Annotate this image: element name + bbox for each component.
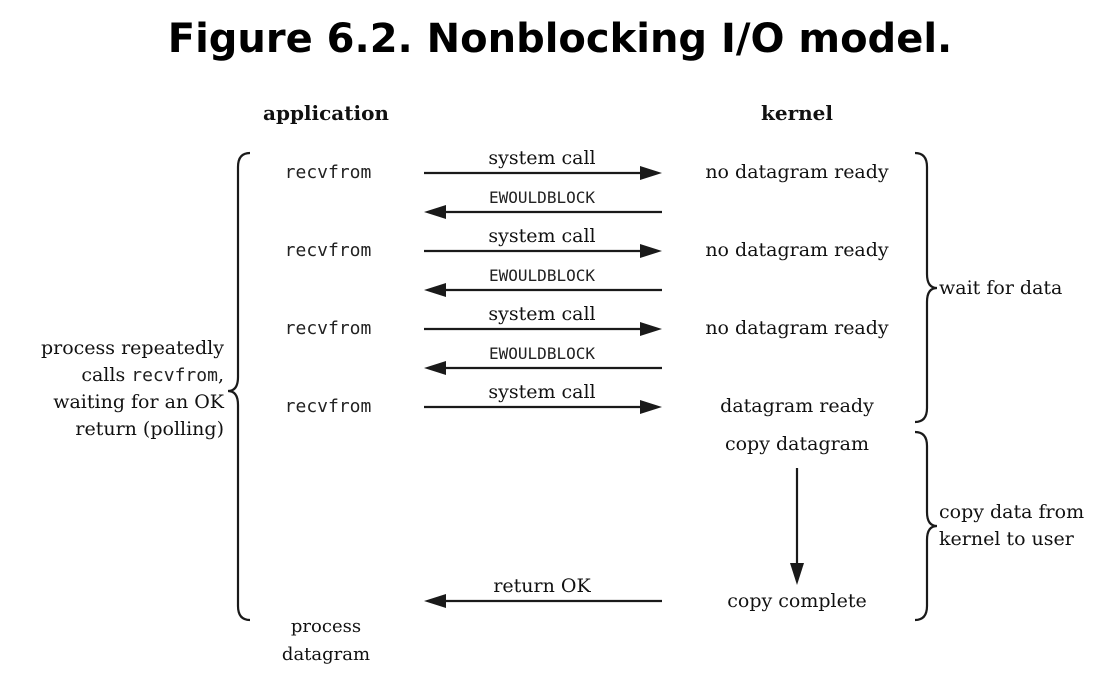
system-call-label-2: system call [488, 225, 595, 247]
recvfrom-call-4: recvfrom [285, 396, 372, 417]
system-call-label-3: system call [488, 303, 595, 325]
recvfrom-call-3: recvfrom [285, 318, 372, 339]
system-call-label-1: system call [488, 147, 595, 169]
figure-title: Figure 6.2. Nonblocking I/O model. [168, 16, 952, 62]
system-call-arrowhead-3 [640, 322, 662, 336]
ewouldblock-label-1: EWOULDBLOCK [489, 188, 595, 207]
kernel-status-2: no datagram ready [705, 239, 889, 261]
kernel-status-3: no datagram ready [705, 317, 889, 339]
kernel-status-4: datagram ready [720, 395, 874, 417]
ewouldblock-arrowhead-2 [424, 283, 446, 297]
ewouldblock-arrowhead-3 [424, 361, 446, 375]
wait-for-data-label: wait for data [939, 277, 1062, 299]
left-note-line-2-prefix: calls [81, 364, 131, 386]
system-call-arrowhead-4 [640, 400, 662, 414]
left-brace [227, 151, 251, 622]
copy-data-label-line-2: kernel to user [939, 528, 1075, 550]
copy-data-brace [914, 430, 938, 622]
wait-for-data-brace [914, 151, 938, 424]
left-note-line-2-suffix: , [218, 364, 224, 386]
left-note-line-2: calls recvfrom, [81, 364, 224, 386]
ewouldblock-arrowhead-1 [424, 205, 446, 219]
left-note-line-4: return (polling) [75, 418, 224, 440]
ewouldblock-label-2: EWOULDBLOCK [489, 266, 595, 285]
kernel-header: kernel [761, 101, 833, 125]
return-ok-label: return OK [493, 575, 591, 597]
application-header: application [263, 101, 389, 125]
ewouldblock-label-3: EWOULDBLOCK [489, 344, 595, 363]
process-datagram-line-1: process [291, 616, 361, 637]
copy-progress-arrowhead [790, 563, 804, 585]
system-call-arrowhead-1 [640, 166, 662, 180]
left-note-line-1: process repeatedly [41, 337, 224, 359]
copy-complete-label: copy complete [727, 590, 866, 612]
left-note-line-2-code: recvfrom [131, 365, 218, 386]
copy-datagram-label: copy datagram [725, 433, 869, 455]
return-ok-arrowhead [424, 594, 446, 608]
system-call-label-4: system call [488, 381, 595, 403]
copy-data-label-line-1: copy data from [939, 501, 1084, 523]
left-note-line-3: waiting for an OK [53, 391, 225, 413]
kernel-status-1: no datagram ready [705, 161, 889, 183]
system-call-arrowhead-2 [640, 244, 662, 258]
recvfrom-call-1: recvfrom [285, 162, 372, 183]
recvfrom-call-2: recvfrom [285, 240, 372, 261]
process-datagram-line-2: datagram [282, 644, 370, 665]
